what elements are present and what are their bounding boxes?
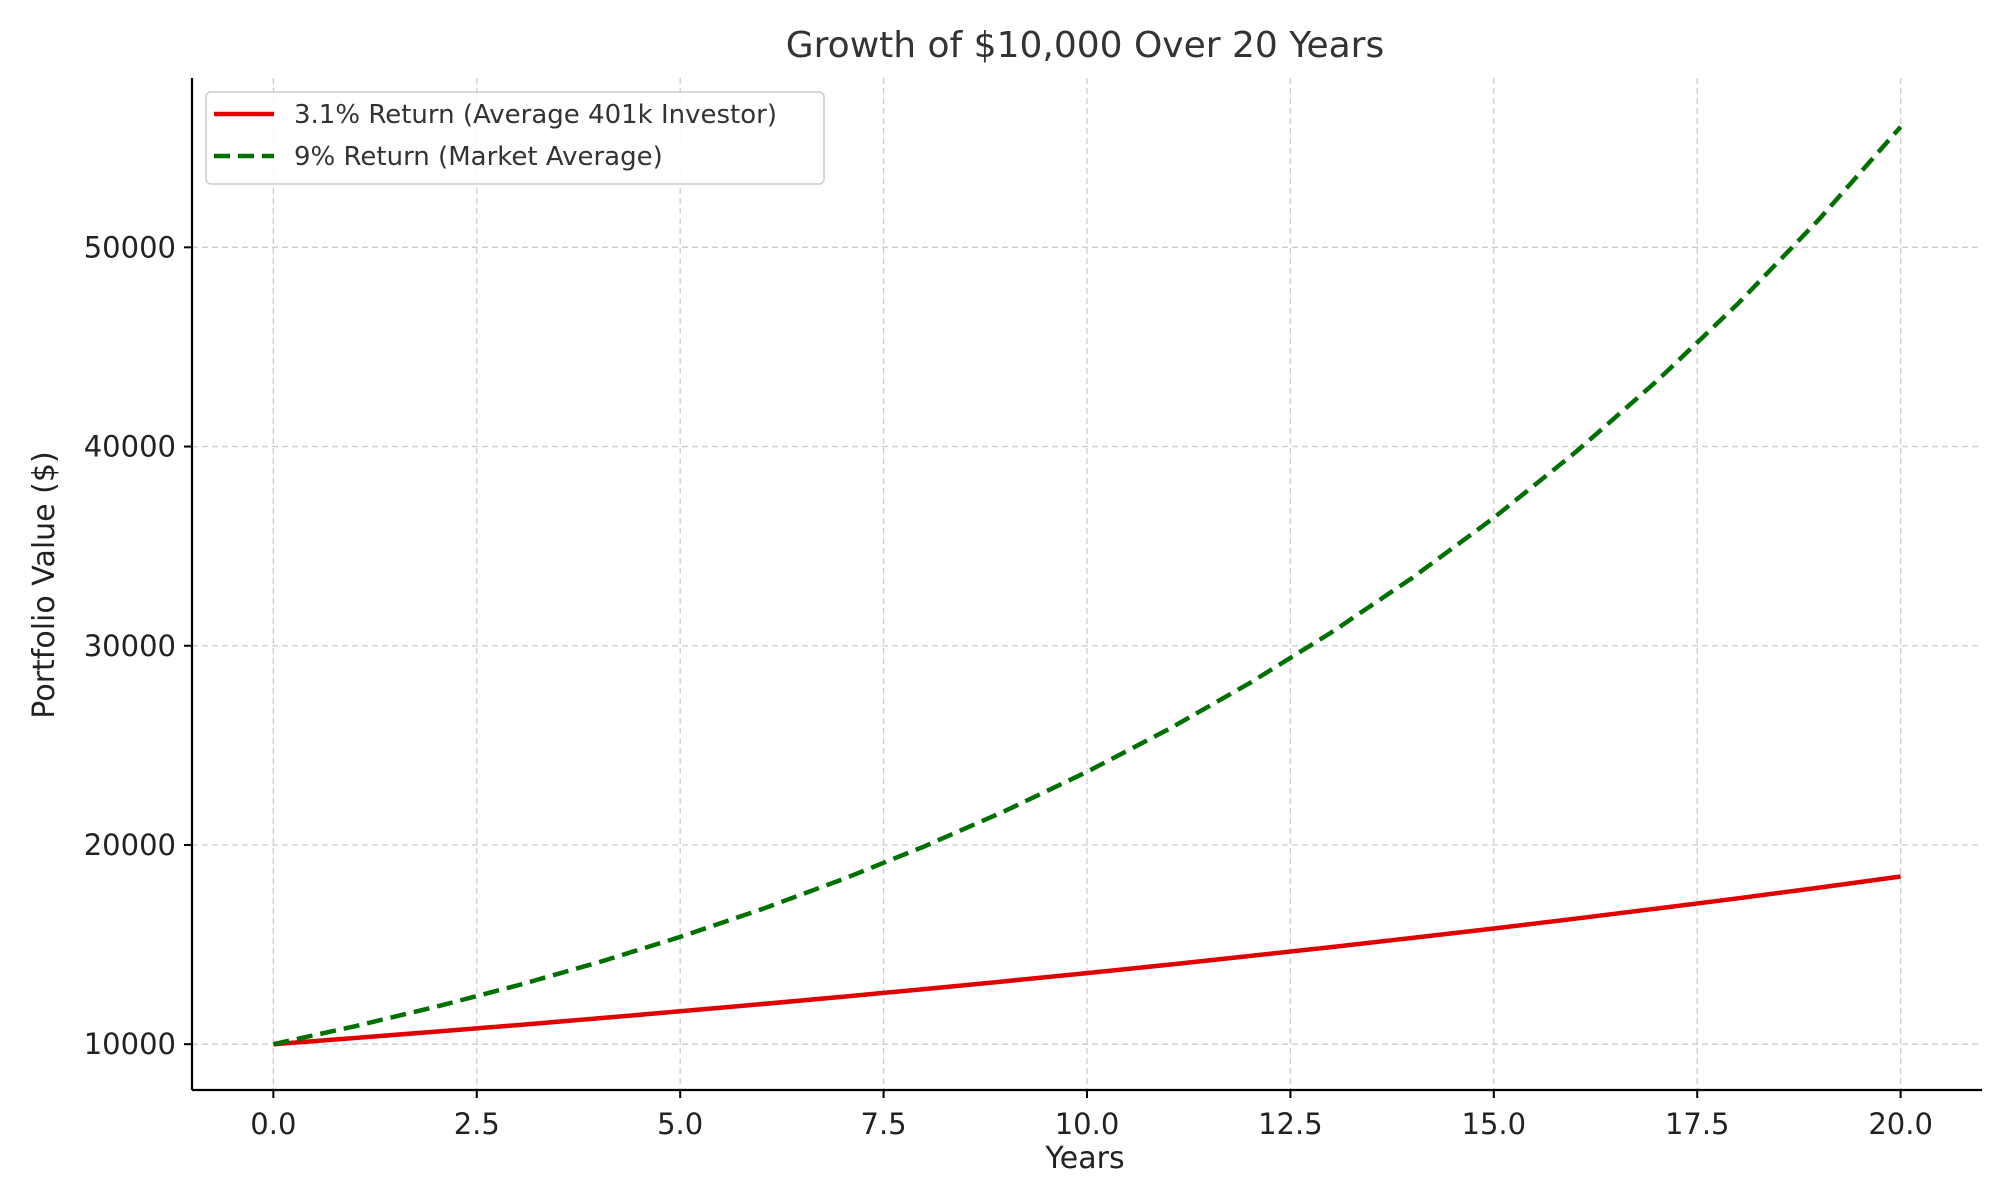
series-line-9-percent xyxy=(272,125,1903,1047)
x-tick-label-5-0: 5.0 xyxy=(657,1107,703,1141)
y-tick-label-30000: 30000 xyxy=(84,629,176,663)
legend-entry-3-1-percent: 3.1% Return (Average 401k Investor) xyxy=(294,100,777,130)
x-tick-label-2-5: 2.5 xyxy=(454,1107,500,1141)
x-tick-label-0-0: 0.0 xyxy=(250,1107,296,1141)
y-tick-label-20000: 20000 xyxy=(84,828,176,862)
x-axis-label: Years xyxy=(1044,1141,1124,1176)
legend-entry-9-percent: 9% Return (Market Average) xyxy=(294,142,663,172)
chart-title: Growth of $10,000 Over 20 Years xyxy=(786,25,1384,66)
x-tick-label-20-0: 20.0 xyxy=(1868,1107,1933,1141)
y-tick-label-50000: 50000 xyxy=(84,230,176,264)
ticks: 0.0 2.5 5.0 7.5 10.0 12.5 15.0 17.5 20.0 10000 200… xyxy=(84,230,1933,1141)
x-tick-label-15-0: 15.0 xyxy=(1462,1107,1527,1141)
x-tick-label-17-5: 17.5 xyxy=(1665,1107,1730,1141)
legend: 3.1% Return (Average 401k Investor) 9% R… xyxy=(205,91,825,185)
x-tick-label-12-5: 12.5 xyxy=(1258,1107,1323,1141)
x-tick-label-7-5: 7.5 xyxy=(861,1107,907,1141)
y-tick-label-10000: 10000 xyxy=(84,1027,176,1061)
x-tick-label-10-0: 10.0 xyxy=(1055,1107,1120,1141)
grid xyxy=(192,78,1982,1090)
series-lines xyxy=(272,125,1903,1047)
legend-box xyxy=(205,91,825,185)
series-line-3-1-percent xyxy=(273,874,1901,1047)
y-tick-label-40000: 40000 xyxy=(84,430,176,464)
y-axis-label: Portfolio Value ($) xyxy=(27,451,62,718)
